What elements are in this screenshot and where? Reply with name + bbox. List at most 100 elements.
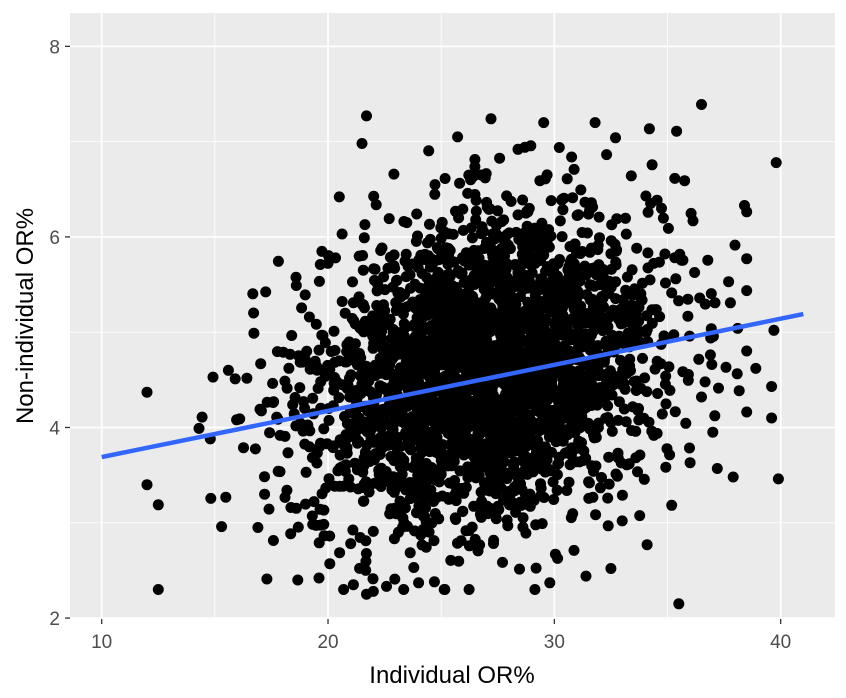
data-point [300,498,311,510]
data-point [314,441,326,453]
data-point [505,353,517,365]
data-point [368,190,380,202]
data-point [311,457,323,469]
data-point [469,453,481,465]
data-point [238,442,249,454]
data-point [601,149,613,161]
data-point [620,212,631,224]
data-point [596,291,608,303]
data-point [693,353,705,365]
data-point [358,495,370,507]
data-point [429,188,441,200]
data-point [368,337,380,349]
data-point [508,481,520,493]
data-point [682,374,694,386]
data-point [357,264,369,276]
data-point [469,279,481,290]
data-point [462,316,474,328]
data-point [563,292,574,304]
data-point [339,411,350,422]
outlier-points [141,99,784,610]
data-point [205,492,217,504]
data-point [476,221,488,233]
data-point [379,305,391,317]
data-point [466,232,478,244]
data-point [463,369,475,381]
data-point [296,302,308,314]
data-point [489,233,501,245]
data-point [426,370,438,381]
data-point [402,260,414,272]
y-tick-labels: 2 4 6 8 [49,37,60,630]
data-point [404,438,416,450]
data-point [628,376,640,388]
data-point [526,267,538,279]
data-point [685,207,697,219]
data-point [602,400,614,412]
data-point [399,374,411,386]
data-point [512,209,524,221]
data-point [264,427,276,439]
data-point [352,437,363,449]
data-point [614,312,626,324]
data-point [360,555,372,567]
data-point [361,110,372,122]
data-point [566,365,578,377]
data-point [152,499,164,511]
data-point [367,573,379,585]
data-point [440,457,452,469]
data-point [559,407,571,419]
data-point [590,509,602,521]
data-point [731,368,743,380]
data-point [539,382,551,394]
data-point [220,491,232,503]
data-point [711,463,723,474]
data-point [641,539,653,551]
data-point [399,322,411,334]
data-point [450,491,462,503]
data-point [702,254,714,266]
data-point [408,562,420,573]
data-point [629,283,641,295]
data-point [670,273,682,285]
data-point [772,473,784,485]
data-point [292,521,304,533]
data-point [334,480,346,492]
data-point [397,345,409,357]
data-point [341,442,353,454]
data-point [299,353,311,365]
data-point [419,459,431,471]
data-point [481,480,493,492]
data-point [481,201,493,213]
data-point [467,466,478,478]
data-point [410,235,422,247]
data-point [601,340,613,352]
data-point [323,414,335,426]
data-point [653,256,665,268]
data-point [478,277,490,289]
data-point [430,474,442,486]
data-point [524,379,536,390]
data-point [438,292,450,304]
data-point [660,370,672,382]
data-point [388,533,400,545]
data-point [553,367,565,379]
data-point [606,389,618,401]
data-point [684,442,695,454]
data-point [411,402,423,414]
data-point [713,382,724,394]
data-point [486,215,498,227]
data-point [587,491,599,503]
data-point [349,457,361,469]
data-point [492,351,503,362]
data-point [476,461,488,473]
data-point [428,576,440,588]
data-point [605,235,617,247]
data-point [216,521,228,533]
data-point [302,419,314,431]
data-point [632,466,643,478]
data-point [694,292,706,304]
data-point [448,293,460,305]
data-point [472,344,484,356]
